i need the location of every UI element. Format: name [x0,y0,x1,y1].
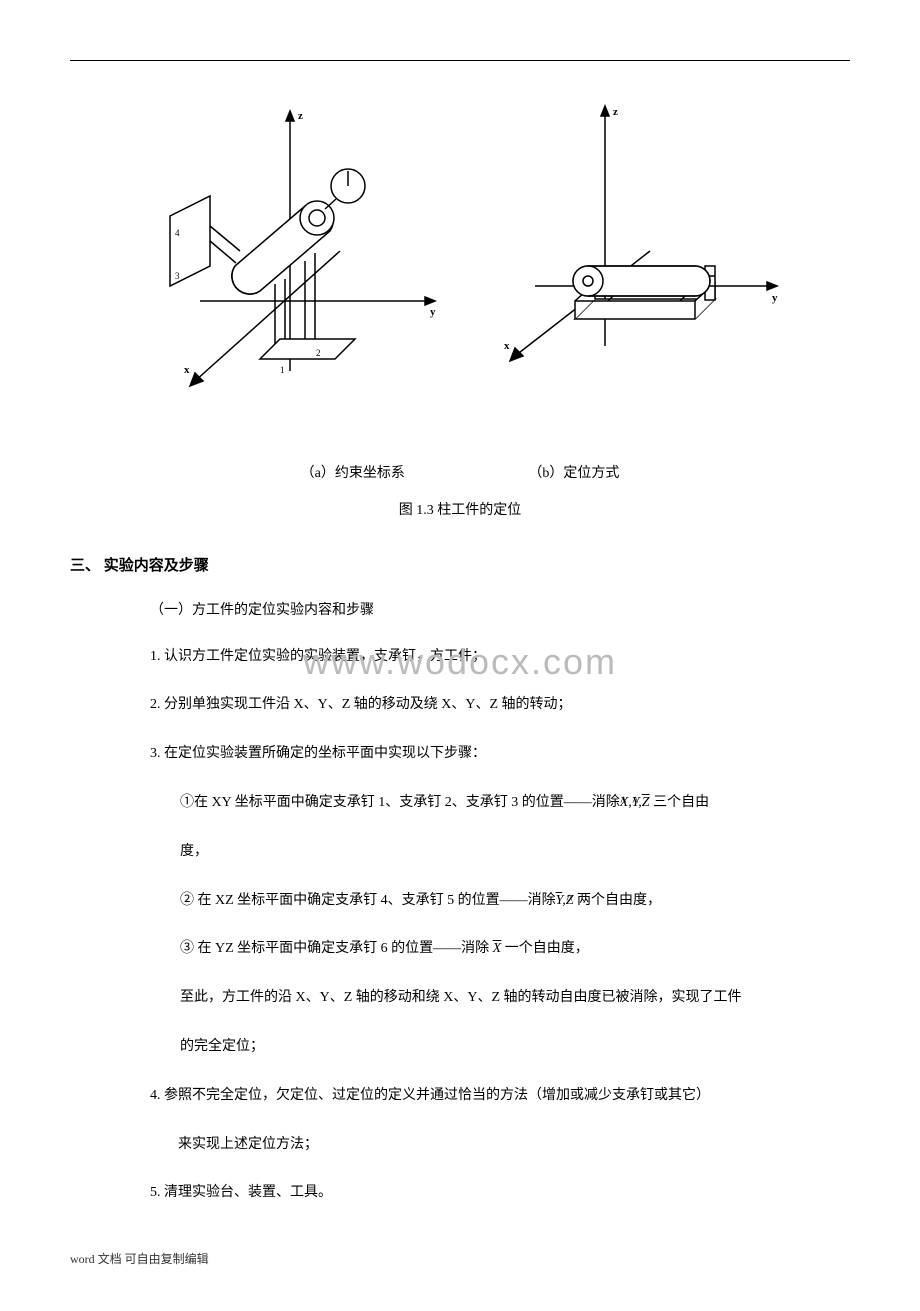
svg-text:4: 4 [175,228,180,238]
step-3-1: ①在 XY 坐标平面中确定支承钉 1、支承钉 2、支承钉 3 的位置——消除X,… [180,788,850,819]
step-3-2-prefix: ② 在 XZ 坐标平面中确定支承钉 4、支承钉 5 的位置——消除 [180,893,556,908]
math-x-hat: X [620,795,629,810]
svg-text:3: 3 [175,271,180,281]
step-3-end-1: 至此，方工件的沿 X、Y、Z 轴的移动和绕 X、Y、Z 轴的转动自由度已被消除，… [180,983,850,1014]
step-1: 1. 认识方工件定位实验的实验装置，支承钉，方工件； [150,642,850,673]
step-5: 5. 清理实验台、装置、工具。 [150,1178,850,1209]
math-z-hat: Z [566,893,574,908]
svg-text:2: 2 [316,348,321,358]
top-rule [70,60,850,61]
math-x-bar: X [493,941,502,956]
svg-text:y: y [772,292,778,304]
figure-caption-a: （a）约束坐标系 [301,461,405,486]
svg-text:z: z [613,106,618,118]
step-4-line2: 来实现上述定位方法； [178,1130,850,1161]
step-3-1-line2: 度， [180,837,850,868]
figure-title: 图 1.3 柱工件的定位 [70,498,850,523]
math-y-hat: Y [632,795,639,810]
step-3-3: ③ 在 YZ 坐标平面中确定支承钉 6 的位置——消除 X 一个自由度， [180,934,850,965]
math-z-bar: Z [642,795,650,810]
svg-text:z: z [298,110,303,122]
step-3-1-suffix: 三个自由 [650,795,710,810]
diagram-b: z y x [480,101,780,381]
step-2: 2. 分别单独实现工件沿 X、Y、Z 轴的移动及绕 X、Y、Z 轴的转动； [150,690,850,721]
section-heading: 三、 实验内容及步骤 [70,553,850,580]
figure-svgs: z y x [70,101,850,401]
svg-text:x: x [504,340,510,352]
step-3-3-prefix: ③ 在 YZ 坐标平面中确定支承钉 6 的位置——消除 [180,941,493,956]
step-3-end-2: 的完全定位； [180,1032,850,1063]
svg-text:y: y [430,306,436,318]
step-4-line1: 4. 参照不完全定位，欠定位、过定位的定义并通过恰当的方法（增加或减少支承钉或其… [150,1081,850,1112]
figure-area: z y x [70,101,850,523]
step-3-2-suffix: 两个自由度， [573,893,661,908]
figure-caption-b: （b）定位方式 [528,461,619,486]
footer-note: word 文档 可自由复制编辑 [70,1249,850,1271]
step-3-1-prefix: ①在 XY 坐标平面中确定支承钉 1、支承钉 2、支承钉 3 的位置——消除 [180,795,620,810]
diagram-a: z y x [140,101,440,401]
figure-caption-row: （a）约束坐标系 （b）定位方式 [70,461,850,486]
svg-text:1: 1 [280,365,285,375]
sub-heading: （一）方工件的定位实验内容和步骤 [150,598,850,623]
step-3-3-suffix: 一个自由度， [501,941,589,956]
step-3-2: ② 在 XZ 坐标平面中确定支承钉 4、支承钉 5 的位置——消除Y,Z 两个自… [180,886,850,917]
step-3: 3. 在定位实验装置所确定的坐标平面中实现以下步骤： [150,739,850,770]
svg-text:x: x [184,364,190,376]
